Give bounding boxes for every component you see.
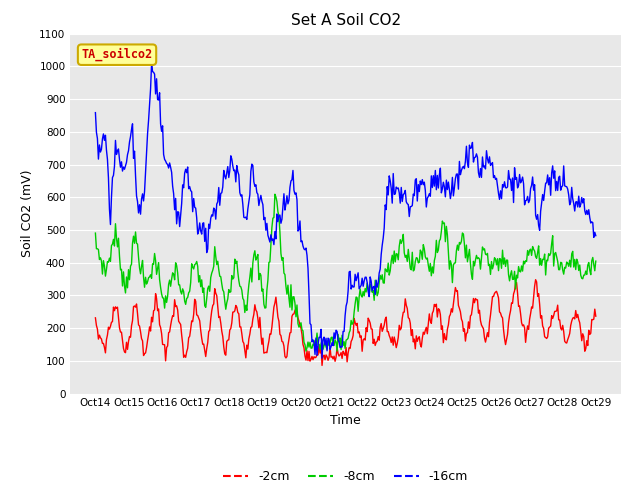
Legend: -2cm, -8cm, -16cm: -2cm, -8cm, -16cm [218, 465, 473, 480]
Title: Set A Soil CO2: Set A Soil CO2 [291, 13, 401, 28]
X-axis label: Time: Time [330, 414, 361, 427]
Text: TA_soilco2: TA_soilco2 [81, 48, 153, 61]
Y-axis label: Soil CO2 (mV): Soil CO2 (mV) [20, 170, 34, 257]
